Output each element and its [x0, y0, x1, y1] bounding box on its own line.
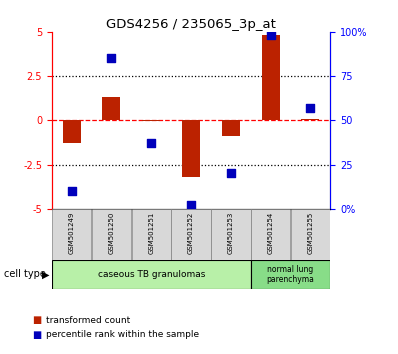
Text: GSM501254: GSM501254 [267, 211, 274, 254]
Bar [171, 209, 211, 260]
Bar [92, 209, 131, 260]
Text: GSM501251: GSM501251 [148, 211, 154, 254]
Bar [142, 120, 160, 121]
Bar [302, 119, 319, 120]
Bar [251, 209, 290, 260]
Bar [131, 209, 171, 260]
Bar [261, 35, 279, 120]
Text: percentile rank within the sample: percentile rank within the sample [46, 330, 199, 339]
Bar [52, 260, 250, 289]
Point [148, 141, 154, 146]
Text: caseous TB granulomas: caseous TB granulomas [98, 270, 205, 279]
Text: GSM501255: GSM501255 [307, 211, 314, 254]
Bar [102, 97, 120, 120]
Text: GSM501250: GSM501250 [108, 211, 115, 254]
Text: GSM501252: GSM501252 [188, 211, 194, 254]
Bar [182, 120, 200, 177]
Point [68, 188, 75, 194]
Text: transformed count: transformed count [46, 316, 130, 325]
Text: ■: ■ [32, 315, 41, 325]
Text: normal lung
parenchyma: normal lung parenchyma [267, 265, 314, 284]
Text: GSM501253: GSM501253 [228, 211, 234, 254]
Point [108, 56, 115, 61]
Bar [291, 209, 330, 260]
Title: GDS4256 / 235065_3p_at: GDS4256 / 235065_3p_at [106, 18, 276, 31]
Point [267, 33, 274, 38]
Bar [211, 209, 250, 260]
Bar [251, 260, 330, 289]
Text: GSM501249: GSM501249 [68, 211, 75, 254]
Point [228, 171, 234, 176]
Point [188, 202, 194, 208]
Text: ■: ■ [32, 330, 41, 339]
Bar [63, 120, 80, 143]
Bar [222, 120, 240, 136]
Bar [52, 209, 91, 260]
Text: ▶: ▶ [43, 269, 50, 279]
Text: cell type: cell type [4, 269, 46, 279]
Point [307, 105, 314, 111]
